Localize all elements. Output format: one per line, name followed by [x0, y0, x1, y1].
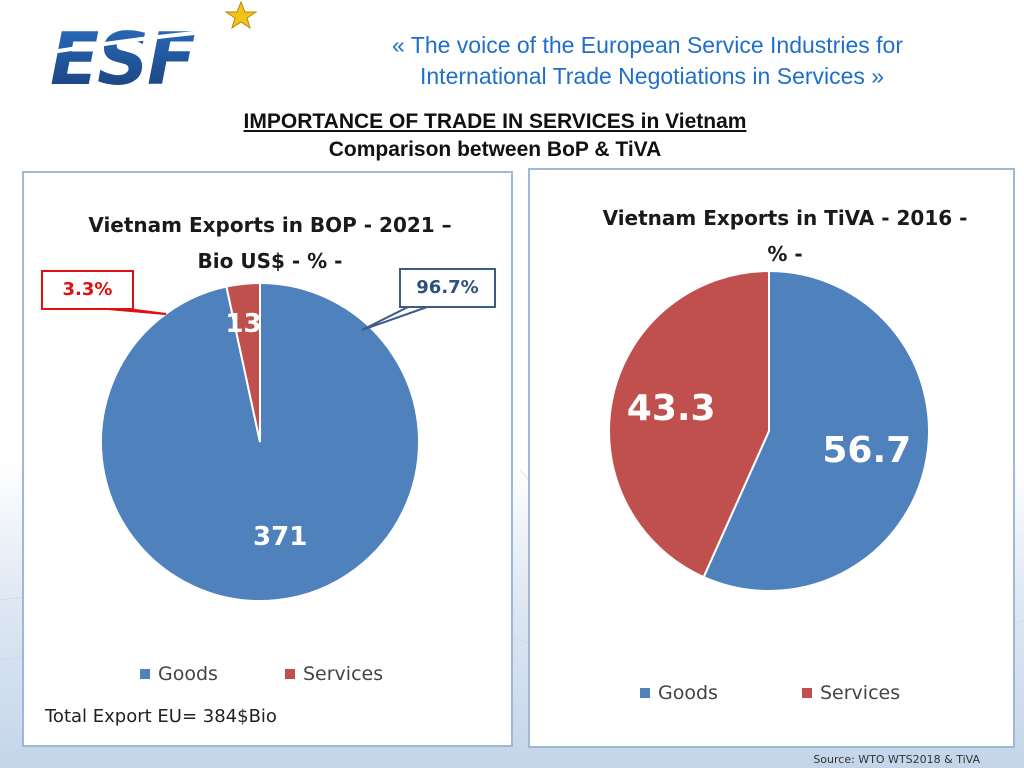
page-title: IMPORTANCE OF TRADE IN SERVICES in Vietn… [0, 108, 990, 164]
star-icon [224, 0, 258, 30]
bop-legend-goods: Goods [140, 663, 218, 685]
goods-swatch [640, 688, 650, 698]
page-subtitle: Comparison between BoP & TiVA [328, 138, 662, 161]
bop-chart-title: Vietnam Exports in BOP - 2021 – Bio US$ … [50, 207, 490, 279]
total-export-note: Total Export EU= 384$Bio [45, 706, 277, 727]
legend-label: Services [820, 682, 901, 704]
bop-chart-title-line-2: Bio US$ - % - [197, 249, 343, 273]
legend-label: Goods [658, 682, 718, 704]
goods-swatch [140, 669, 150, 679]
tagline-line-2: International Trade Negotiations in Serv… [420, 63, 885, 89]
tiva-chart-title-line-1: Vietnam Exports in TiVA - 2016 - [602, 206, 968, 230]
page-title-main: IMPORTANCE OF TRADE IN SERVICES in Vietn… [243, 110, 747, 133]
tiva-chart-title: Vietnam Exports in TiVA - 2016 - % - [560, 200, 1010, 272]
tiva-chart-title-line-2: % - [767, 242, 803, 266]
services-swatch [802, 688, 812, 698]
services-swatch [285, 669, 295, 679]
legend-label: Services [303, 663, 384, 685]
tiva-legend-services: Services [802, 682, 900, 704]
bop-chart-title-line-1: Vietnam Exports in BOP - 2021 – [88, 213, 452, 237]
svg-text:ESF: ESF [50, 17, 196, 95]
bop-legend-services: Services [285, 663, 383, 685]
legend-label: Goods [158, 663, 218, 685]
source-note: Source: WTO WTS2018 & TiVA [813, 753, 980, 766]
goods-share-callout: 96.7% [399, 268, 496, 308]
tiva-legend-goods: Goods [640, 682, 718, 704]
services-share-callout: 3.3% [41, 270, 134, 310]
tagline-line-1: « The voice of the European Service Indu… [392, 32, 903, 58]
tagline: « The voice of the European Service Indu… [392, 30, 1002, 92]
esf-logo: ESF [50, 0, 258, 95]
